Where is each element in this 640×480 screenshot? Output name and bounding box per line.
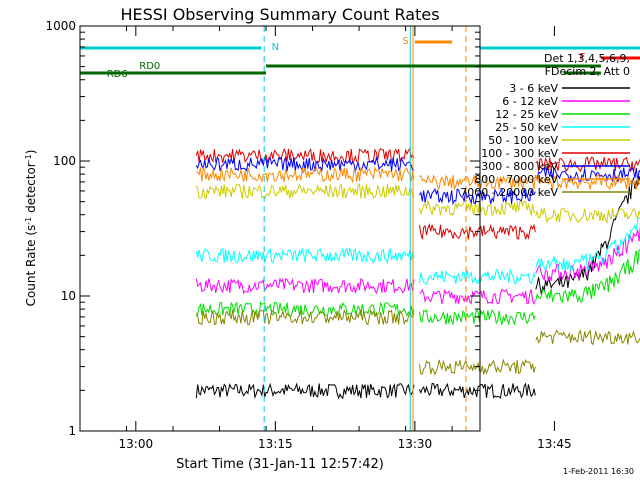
legend-label: 100 - 300 keV <box>481 147 558 160</box>
legend-label: 6 - 12 keV <box>502 95 558 108</box>
plot-frame <box>79 25 481 432</box>
series-line-12-25keV <box>535 248 640 304</box>
flare-label: F <box>579 52 585 63</box>
x-tick-label: 13:30 <box>398 437 433 451</box>
series-line-3-6keV <box>195 382 415 400</box>
series-line-7000-20000keV <box>419 358 536 376</box>
series-line-50-100keV <box>195 183 415 200</box>
series-line-100-300keV <box>195 147 415 165</box>
series-line-50-100keV <box>535 207 640 225</box>
series-line-7000-20000keV <box>535 329 640 346</box>
legend-label: 3 - 6 keV <box>509 82 558 95</box>
series-line-25-50keV <box>535 217 640 272</box>
rd0-label: RD0 <box>139 61 160 72</box>
y-axis: 1 10 100 1000 <box>45 19 480 438</box>
series-line-50-100keV <box>419 199 536 217</box>
legend-title-2: FDecim 2, Att 0 <box>545 65 630 78</box>
legend-label: 50 - 100 keV <box>488 134 558 147</box>
series-line-300-800keV <box>535 167 640 184</box>
series-line-6-12keV <box>195 277 415 295</box>
series-line-3-6keV <box>419 382 536 399</box>
series-line-800-7000keV <box>535 174 640 191</box>
saa-label: S <box>402 36 408 47</box>
chart-title: HESSI Observing Summary Count Rates <box>120 5 439 24</box>
series-line-100-300keV <box>419 223 536 240</box>
y-axis-label: Count Rate (s-1 detector-1) <box>24 150 39 307</box>
series-line-12-25keV <box>195 301 415 318</box>
y-tick-label: 1000 <box>45 19 76 33</box>
rd6-label: RD6 <box>107 69 128 80</box>
legend-label: 7000 - 20000 keV <box>460 186 558 199</box>
x-axis-label: Start Time (31-Jan-11 12:57:42) <box>176 457 384 472</box>
series-line-25-50keV <box>195 246 415 265</box>
legend-label: 800 - 7000 keV <box>474 173 558 186</box>
legend-title-1: Det 1,3,4,5,6,9, <box>544 52 630 65</box>
night-label: N <box>272 42 279 53</box>
footer-date: 1-Feb-2011 16:30 <box>563 467 634 476</box>
legend-label: 300 - 800 keV <box>481 160 558 173</box>
series-line-25-50keV <box>419 269 536 285</box>
x-tick-label: 13:15 <box>258 437 293 451</box>
legend-label: 25 - 50 keV <box>495 121 558 134</box>
series-layer <box>195 147 640 400</box>
legend-label: 12 - 25 keV <box>495 108 558 121</box>
series-line-12-25keV <box>419 309 536 326</box>
x-tick-label: 13:00 <box>119 437 154 451</box>
series-line-800-7000keV <box>196 166 415 184</box>
annotation-layer: N S F RD0 RD6 <box>80 26 640 431</box>
series-line-7000-20000keV <box>195 308 415 326</box>
legend: Det 1,3,4,5,6,9, FDecim 2, Att 0 3 - 6 k… <box>460 52 630 199</box>
y-tick-label: 10 <box>61 289 76 303</box>
series-line-6-12keV <box>419 288 536 306</box>
x-tick-label: 13:45 <box>537 437 572 451</box>
y-tick-label: 1 <box>68 424 76 438</box>
series-line-300-800keV <box>419 187 536 206</box>
series-line-6-12keV <box>535 224 640 282</box>
y-tick-label: 100 <box>53 154 76 168</box>
series-line-100-300keV <box>535 156 640 173</box>
